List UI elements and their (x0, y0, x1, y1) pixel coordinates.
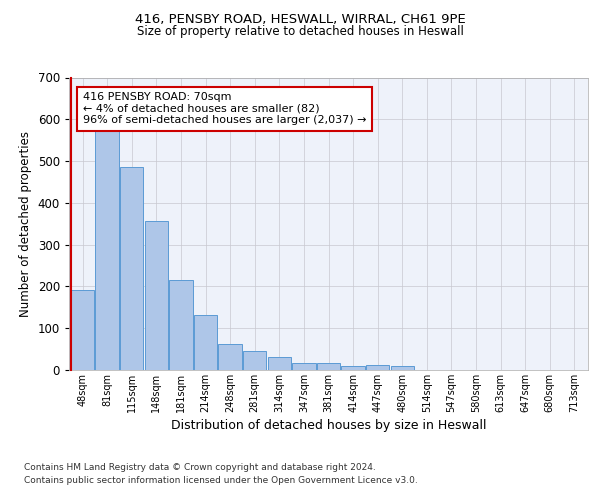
Text: 416 PENSBY ROAD: 70sqm
← 4% of detached houses are smaller (82)
96% of semi-deta: 416 PENSBY ROAD: 70sqm ← 4% of detached … (83, 92, 367, 126)
Bar (194, 315, 217, 370)
Text: Size of property relative to detached houses in Heswall: Size of property relative to detached ho… (137, 25, 463, 38)
Bar (120, 168, 143, 370)
Y-axis label: Number of detached properties: Number of detached properties (19, 130, 32, 317)
Bar (71, 290, 94, 370)
Bar (317, 364, 340, 370)
Bar (145, 221, 168, 370)
Bar (169, 280, 193, 370)
Bar (292, 364, 316, 370)
Bar (218, 344, 242, 370)
Text: Contains public sector information licensed under the Open Government Licence v3: Contains public sector information licen… (24, 476, 418, 485)
Bar (243, 351, 266, 370)
Bar (341, 366, 365, 370)
Text: 416, PENSBY ROAD, HESWALL, WIRRAL, CH61 9PE: 416, PENSBY ROAD, HESWALL, WIRRAL, CH61 … (134, 12, 466, 26)
Bar (366, 366, 389, 370)
Bar (391, 366, 414, 370)
X-axis label: Distribution of detached houses by size in Heswall: Distribution of detached houses by size … (171, 419, 486, 432)
Text: Contains HM Land Registry data © Crown copyright and database right 2024.: Contains HM Land Registry data © Crown c… (24, 464, 376, 472)
Bar (95, 126, 119, 370)
Bar (268, 356, 291, 370)
